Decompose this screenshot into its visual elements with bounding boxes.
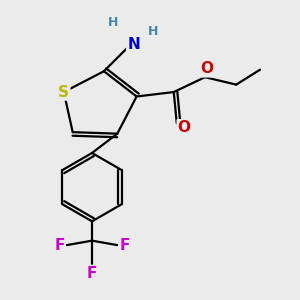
Text: F: F	[54, 238, 64, 253]
Text: F: F	[119, 238, 130, 253]
Text: O: O	[178, 120, 191, 135]
Text: F: F	[87, 266, 97, 281]
Text: S: S	[58, 85, 69, 100]
Text: H: H	[148, 25, 158, 38]
Text: H: H	[108, 16, 118, 29]
Text: O: O	[200, 61, 213, 76]
Text: N: N	[127, 37, 140, 52]
